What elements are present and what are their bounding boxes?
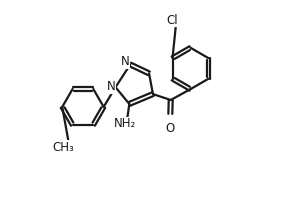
Text: N: N — [106, 80, 115, 93]
Text: O: O — [166, 122, 175, 135]
Text: N: N — [106, 80, 115, 93]
Text: CH₃: CH₃ — [52, 141, 74, 154]
Text: NH₂: NH₂ — [114, 117, 137, 130]
Text: N: N — [121, 55, 130, 68]
Text: N: N — [121, 55, 130, 68]
Text: Cl: Cl — [166, 14, 178, 27]
